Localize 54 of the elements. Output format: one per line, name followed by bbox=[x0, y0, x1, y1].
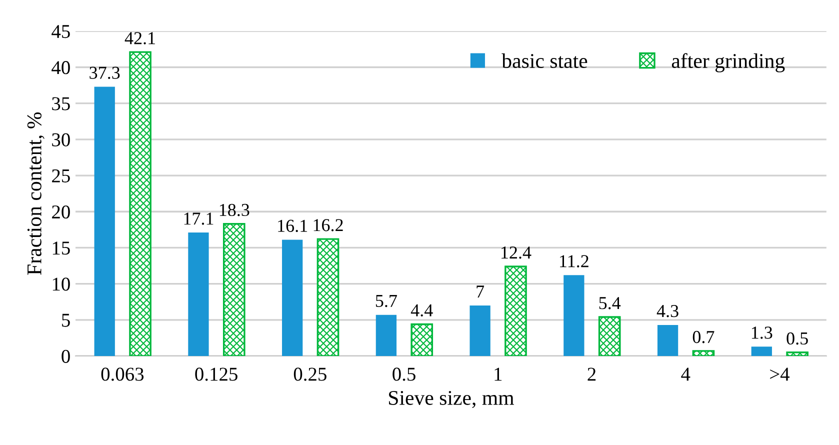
data-label: 42.1 bbox=[124, 32, 155, 44]
x-tick-label: 0.063 bbox=[101, 368, 144, 381]
x-tick-label: 4 bbox=[681, 368, 690, 381]
y-tick-label: 15 bbox=[52, 242, 70, 255]
y-tick-label: 40 bbox=[52, 61, 70, 74]
bar bbox=[222, 223, 246, 356]
bar bbox=[692, 350, 715, 356]
data-label: 11.2 bbox=[560, 255, 588, 268]
x-tick-label: 0.125 bbox=[195, 368, 238, 381]
bar bbox=[751, 346, 772, 356]
y-tick-label: 10 bbox=[52, 278, 70, 291]
data-label: 16.1 bbox=[278, 220, 308, 232]
data-label: 7 bbox=[476, 286, 484, 298]
data-label: 18.3 bbox=[220, 204, 250, 216]
y-tick-label: 45 bbox=[52, 25, 70, 38]
y-tick-label: 25 bbox=[52, 169, 70, 182]
x-tick-label: 0.25 bbox=[294, 368, 326, 381]
bar bbox=[129, 51, 152, 356]
bar bbox=[470, 305, 490, 356]
bar bbox=[598, 316, 621, 356]
y-tick-label: 30 bbox=[52, 133, 70, 146]
data-label: 37.3 bbox=[90, 66, 120, 79]
y-axis-title: Fraction content, % bbox=[27, 112, 44, 275]
bar bbox=[316, 238, 340, 356]
x-tick-label: >4 bbox=[770, 368, 790, 381]
bar bbox=[564, 275, 584, 356]
data-label: 16.2 bbox=[314, 219, 343, 232]
y-tick-label: 20 bbox=[52, 205, 70, 219]
bar bbox=[282, 240, 303, 356]
data-label: 4.3 bbox=[656, 304, 678, 318]
bar bbox=[786, 352, 808, 356]
bar bbox=[188, 232, 209, 356]
legend-label: basic state bbox=[502, 53, 588, 68]
data-label: 1.3 bbox=[752, 326, 772, 339]
y-tick-label: 5 bbox=[62, 314, 70, 327]
data-label: 12.4 bbox=[502, 246, 532, 259]
data-label: 5.7 bbox=[376, 295, 397, 308]
bar bbox=[410, 323, 434, 356]
data-label: 5.4 bbox=[599, 297, 621, 310]
data-label: 0.7 bbox=[692, 330, 714, 344]
bar bbox=[376, 314, 397, 356]
bar bbox=[94, 86, 115, 356]
y-tick-label: 0 bbox=[62, 350, 70, 363]
data-label: 0.5 bbox=[786, 332, 808, 345]
x-axis-title: Sieve size, mm bbox=[389, 390, 514, 408]
bar bbox=[657, 324, 678, 356]
x-tick-label: 1 bbox=[494, 368, 502, 381]
y-tick-label: 35 bbox=[52, 97, 70, 110]
bar bbox=[504, 266, 527, 356]
x-tick-label: 0.5 bbox=[392, 368, 416, 381]
data-label: 4.4 bbox=[410, 304, 433, 316]
data-label: 17.1 bbox=[184, 212, 214, 225]
legend-label: after grinding bbox=[672, 53, 785, 72]
x-tick-label: 2 bbox=[588, 368, 596, 381]
